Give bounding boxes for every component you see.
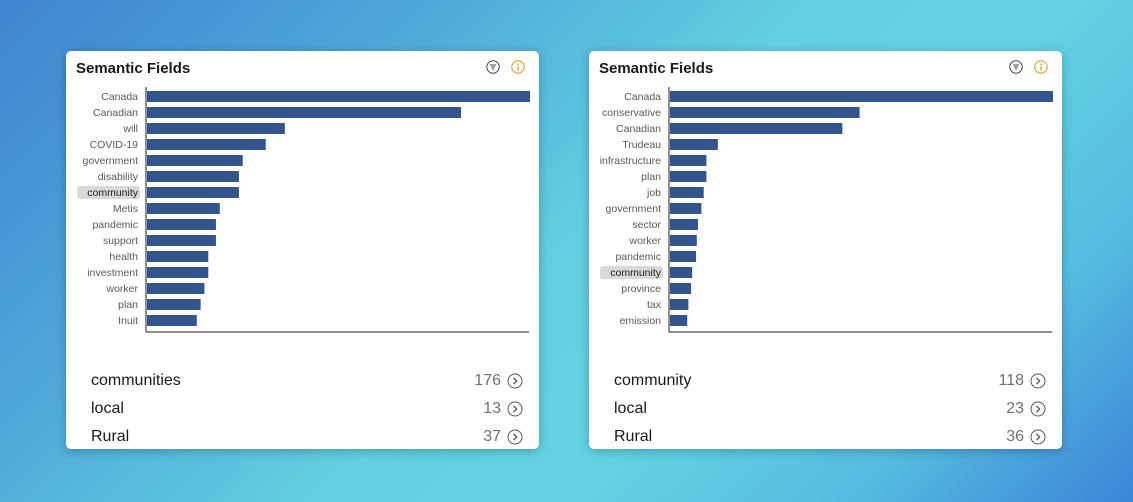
chevron-right-icon[interactable] xyxy=(507,401,523,417)
chevron-right-icon[interactable] xyxy=(507,373,523,389)
related-term-count: 13 xyxy=(483,400,501,417)
bar[interactable] xyxy=(670,123,843,134)
bar[interactable] xyxy=(670,299,689,310)
related-terms-list: community 118 local 23 Rural 36 xyxy=(614,369,1046,449)
related-term-count: 23 xyxy=(1006,400,1024,417)
bar-label[interactable]: government xyxy=(83,155,139,167)
related-term-row[interactable]: local 13 xyxy=(91,397,523,425)
bar[interactable] xyxy=(147,91,530,102)
bar-label[interactable]: will xyxy=(122,123,138,135)
bar[interactable] xyxy=(147,203,220,214)
semantic-fields-panel-1: Semantic Fields Canada Canadian will COVID-… xyxy=(66,51,539,449)
bar[interactable] xyxy=(147,107,462,118)
related-term-row[interactable]: Rural 37 xyxy=(91,425,523,449)
bar[interactable] xyxy=(670,203,702,214)
bar-label[interactable]: pandemic xyxy=(92,219,138,231)
bar-label[interactable]: worker xyxy=(105,283,138,295)
related-term-count: 36 xyxy=(1006,428,1024,445)
bar-label[interactable]: sector xyxy=(632,219,661,231)
selected-label-highlight xyxy=(77,186,140,199)
bar-label[interactable]: pandemic xyxy=(615,251,661,263)
filter-icon[interactable] xyxy=(1009,60,1023,74)
bar[interactable] xyxy=(670,139,718,150)
bar[interactable] xyxy=(147,315,197,326)
related-terms-list: communities 176 local 13 Rural 37 xyxy=(91,369,523,449)
filter-icon[interactable] xyxy=(486,60,500,74)
bar-label[interactable]: conservative xyxy=(602,107,661,119)
bar[interactable] xyxy=(670,171,707,182)
bar-label[interactable]: health xyxy=(109,251,138,263)
bar[interactable] xyxy=(147,187,239,198)
panel-title: Semantic Fields xyxy=(76,60,191,77)
bar-label[interactable]: infrastructure xyxy=(600,155,661,167)
bar[interactable] xyxy=(670,187,704,198)
related-term-count: 176 xyxy=(474,372,501,389)
bar-label[interactable]: COVID-19 xyxy=(90,139,139,151)
semantic-fields-bar-chart: Canada conservative Canadian Trudeau infrast… xyxy=(600,87,1053,333)
bar[interactable] xyxy=(670,283,692,294)
bar-label[interactable]: Canadian xyxy=(616,123,661,135)
bar[interactable] xyxy=(670,91,1053,102)
related-term-label: local xyxy=(91,400,124,417)
bar-label[interactable]: plan xyxy=(118,299,138,311)
bar-label[interactable]: support xyxy=(103,235,138,247)
related-term-row[interactable]: community 118 xyxy=(614,369,1046,397)
bar[interactable] xyxy=(670,251,697,262)
bar[interactable] xyxy=(670,155,707,166)
bar[interactable] xyxy=(147,139,266,150)
bar-label[interactable]: Canada xyxy=(624,91,661,103)
bar[interactable] xyxy=(670,219,698,230)
related-term-row[interactable]: Rural 36 xyxy=(614,425,1046,449)
bar[interactable] xyxy=(147,299,201,310)
semantic-fields-bar-chart: Canada Canadian will COVID-19 government disa… xyxy=(77,87,530,333)
bar[interactable] xyxy=(147,267,209,278)
related-term-label: Rural xyxy=(614,428,653,445)
bar-label[interactable]: plan xyxy=(641,171,661,183)
related-term-label: local xyxy=(614,400,647,417)
bar[interactable] xyxy=(147,155,243,166)
bar-label[interactable]: investment xyxy=(87,267,138,279)
selected-label-highlight xyxy=(600,266,663,279)
bar-label[interactable]: job xyxy=(646,187,661,199)
chevron-right-icon[interactable] xyxy=(1030,401,1046,417)
info-icon[interactable] xyxy=(511,60,525,74)
panel-title: Semantic Fields xyxy=(599,60,714,77)
bar[interactable] xyxy=(670,267,693,278)
bar[interactable] xyxy=(670,315,688,326)
related-term-label: Rural xyxy=(91,428,130,445)
bar-label[interactable]: community xyxy=(610,267,662,279)
bar[interactable] xyxy=(670,107,860,118)
bar-label[interactable]: tax xyxy=(647,299,662,311)
bar-label[interactable]: Trudeau xyxy=(622,139,661,151)
bar-label[interactable]: government xyxy=(606,203,662,215)
bar[interactable] xyxy=(147,283,205,294)
bar[interactable] xyxy=(147,235,216,246)
bar-label[interactable]: worker xyxy=(628,235,661,247)
bar-label[interactable]: Metis xyxy=(113,203,138,215)
chevron-right-icon[interactable] xyxy=(1030,429,1046,445)
chevron-right-icon[interactable] xyxy=(1030,373,1046,389)
bar-label[interactable]: disability xyxy=(98,171,139,183)
related-term-row[interactable]: local 23 xyxy=(614,397,1046,425)
bar[interactable] xyxy=(147,219,216,230)
bar-label[interactable]: province xyxy=(621,283,661,295)
related-term-count: 118 xyxy=(998,372,1024,389)
bar-label[interactable]: Canadian xyxy=(93,107,138,119)
bar-label[interactable]: Inuit xyxy=(118,315,138,327)
bar[interactable] xyxy=(147,171,239,182)
bar-label[interactable]: emission xyxy=(620,315,662,327)
related-term-label: communities xyxy=(91,372,181,389)
related-term-row[interactable]: communities 176 xyxy=(91,369,523,397)
related-term-label: community xyxy=(614,372,692,389)
bar[interactable] xyxy=(147,251,209,262)
chevron-right-icon[interactable] xyxy=(507,429,523,445)
related-term-count: 37 xyxy=(483,428,501,445)
bar-label[interactable]: Canada xyxy=(101,91,138,103)
bar-label[interactable]: community xyxy=(87,187,139,199)
semantic-fields-panel-2: Semantic Fields Canada conservative Canadi… xyxy=(589,51,1062,449)
bar[interactable] xyxy=(147,123,285,134)
info-icon[interactable] xyxy=(1034,60,1048,74)
bar[interactable] xyxy=(670,235,697,246)
